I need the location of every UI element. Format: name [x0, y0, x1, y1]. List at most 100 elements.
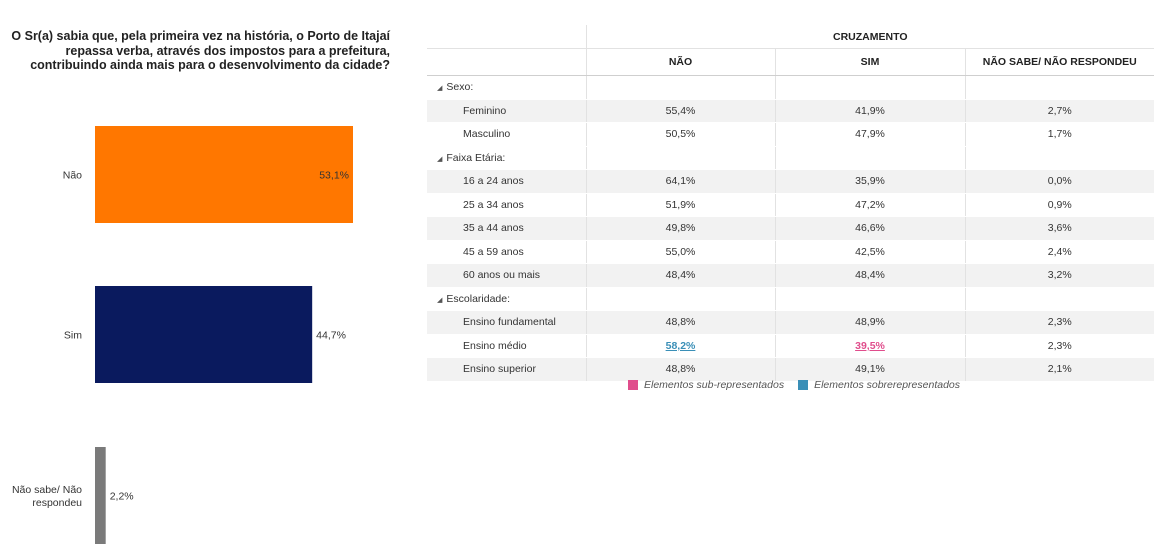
cell-value: 0,0%	[1047, 175, 1072, 188]
legend-item-under: Elementos sub-representados	[628, 379, 784, 391]
table-cell: 47,9%	[774, 122, 965, 147]
table-cell: 35,9%	[774, 169, 965, 194]
cell-value: 48,8%	[665, 316, 696, 329]
table-row: 25 a 34 anos 51,9% 47,2% 0,9%	[427, 193, 1155, 217]
crosstab-table: CRUZAMENTO NÃO SIM NÃO SABE/ NÃO RESPOND…	[427, 25, 1155, 382]
bar-1	[95, 286, 313, 383]
table-row: Ensino superior 48,8% 49,1% 2,1%	[427, 357, 1155, 382]
table-cell: 48,9%	[774, 310, 965, 335]
cell-value: 48,8%	[665, 363, 696, 376]
cell-value: 39,5%	[855, 339, 885, 352]
cell-value: 51,9%	[665, 198, 696, 211]
row-label: 60 anos ou mais	[427, 263, 586, 288]
collapse-triangle-icon[interactable]: ◢	[437, 155, 443, 163]
table-cell: 58,2%	[585, 334, 775, 358]
group-empty-cell	[585, 287, 775, 311]
legend-swatch-under	[628, 380, 638, 390]
legend-label-under: Elementos sub-representados	[644, 379, 785, 391]
group-empty-cell	[585, 146, 775, 170]
cell-value: 47,9%	[855, 128, 885, 141]
row-label: Feminino	[427, 99, 586, 123]
legend-item-over: Elementos sobrerepresentados	[798, 379, 960, 391]
cell-value: 2,4%	[1047, 245, 1072, 258]
cell-value: 3,6%	[1047, 222, 1072, 235]
table-row: 16 a 24 anos 64,1% 35,9% 0,0%	[427, 169, 1155, 194]
table-cell: 2,4%	[964, 240, 1155, 264]
cell-value: 2,1%	[1047, 363, 1072, 376]
table-cell: 48,4%	[774, 263, 965, 288]
table-corner	[427, 25, 586, 49]
group-label[interactable]: ◢ Escolaridade:	[427, 287, 586, 311]
bar-0	[95, 126, 353, 223]
table-cell: 51,9%	[585, 193, 775, 217]
table-cell: 0,9%	[964, 193, 1155, 217]
cell-value: 49,1%	[855, 363, 885, 376]
group-empty-cell	[964, 146, 1155, 170]
table-cell: 64,1%	[585, 169, 775, 194]
group-empty-cell	[774, 287, 965, 311]
table-cell: 55,0%	[585, 240, 775, 264]
column-header-nao-sabe: NÃO SABE/ NÃO RESPONDEU	[964, 48, 1155, 76]
group-label-text: Faixa Etária:	[446, 151, 506, 164]
table-row: 60 anos ou mais 48,4% 48,4% 3,2%	[427, 263, 1155, 288]
table-group-row[interactable]: ◢ Sexo:	[427, 75, 1155, 100]
table-cell: 39,5%	[774, 334, 965, 358]
group-empty-cell	[774, 146, 965, 170]
row-label: 35 a 44 anos	[427, 216, 586, 241]
table-group-row[interactable]: ◢ Escolaridade:	[427, 287, 1155, 311]
table-cell: 47,2%	[774, 193, 965, 217]
group-label[interactable]: ◢ Sexo:	[427, 75, 586, 100]
cell-value: 3,2%	[1047, 269, 1072, 282]
category-label: Não sabe/ Não respondeu	[12, 484, 82, 509]
group-label[interactable]: ◢ Faixa Etária:	[427, 146, 586, 170]
table-cell: 2,1%	[964, 357, 1155, 382]
group-empty-cell	[964, 287, 1155, 311]
question-title: O Sr(a) sabia que, pela primeira vez na …	[11, 29, 390, 72]
bar-chart: Não 53,1% Sim 44,7% Não sabe/ Não respondeu 2,…	[12, 126, 353, 544]
row-label: Masculino	[427, 122, 586, 147]
table-cell: 49,8%	[585, 216, 775, 241]
group-label-text: Sexo:	[446, 81, 474, 94]
cell-value: 58,2%	[665, 339, 696, 352]
collapse-triangle-icon[interactable]: ◢	[437, 85, 443, 93]
table-cell: 46,6%	[774, 216, 965, 241]
collapse-triangle-icon[interactable]: ◢	[437, 296, 443, 304]
cell-value: 47,2%	[855, 198, 885, 211]
table-cell: 1,7%	[964, 122, 1155, 147]
cell-value: 48,9%	[855, 316, 885, 329]
table-row: Masculino 50,5% 47,9% 1,7%	[427, 122, 1155, 147]
cell-value: 2,3%	[1047, 339, 1072, 352]
cell-value: 2,7%	[1047, 104, 1072, 117]
row-label: Ensino superior	[427, 357, 586, 382]
cell-value: 50,5%	[665, 128, 696, 141]
group-empty-cell	[585, 75, 775, 100]
table-group-row[interactable]: ◢ Faixa Etária:	[427, 146, 1155, 170]
column-header-nao: NÃO	[585, 48, 775, 76]
value-label: 2,2%	[110, 491, 134, 503]
cell-value: 48,4%	[665, 269, 696, 282]
group-empty-cell	[964, 75, 1155, 100]
cell-value: 0,9%	[1047, 198, 1072, 211]
table-cell: 49,1%	[774, 357, 965, 382]
cell-value: 1,7%	[1047, 128, 1072, 141]
cell-value: 35,9%	[855, 175, 885, 188]
cell-value: 64,1%	[665, 175, 696, 188]
bar-2	[95, 447, 106, 544]
table-row: Feminino 55,4% 41,9% 2,7%	[427, 99, 1155, 123]
value-label: 44,7%	[316, 330, 346, 342]
cell-value: 2,3%	[1047, 316, 1072, 329]
legend-label-over: Elementos sobrerepresentados	[814, 379, 961, 391]
row-label: 25 a 34 anos	[427, 193, 586, 217]
table-body: ◢ Sexo: Feminino 55,4% 41,9% 2,7% Masculino 50,…	[427, 75, 1155, 382]
row-label: 45 a 59 anos	[427, 240, 586, 264]
value-label: 53,1%	[319, 170, 349, 182]
group-empty-cell	[774, 75, 965, 100]
table-cell: 42,5%	[774, 240, 965, 264]
table-row: Ensino fundamental 48,8% 48,9% 2,3%	[427, 310, 1155, 335]
crosstab-table-container: CRUZAMENTO NÃO SIM NÃO SABE/ NÃO RESPOND…	[427, 25, 1155, 382]
table-cell: 0,0%	[964, 169, 1155, 194]
table-cell: 50,5%	[585, 122, 775, 147]
table-cell: 48,8%	[585, 357, 775, 382]
category-label: Não	[63, 170, 82, 182]
table-cell: 55,4%	[585, 99, 775, 123]
